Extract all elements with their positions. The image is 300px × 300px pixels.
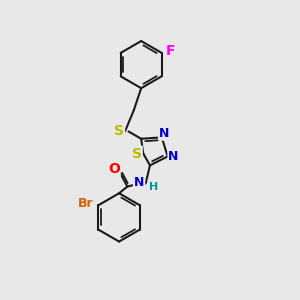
Text: F: F	[166, 44, 176, 58]
Text: N: N	[168, 150, 179, 163]
Text: N: N	[134, 176, 144, 189]
Text: O: O	[108, 162, 120, 176]
Text: Br: Br	[78, 197, 94, 210]
Text: H: H	[149, 182, 158, 192]
Text: N: N	[159, 127, 169, 140]
Text: S: S	[114, 124, 124, 138]
Text: S: S	[132, 146, 142, 161]
